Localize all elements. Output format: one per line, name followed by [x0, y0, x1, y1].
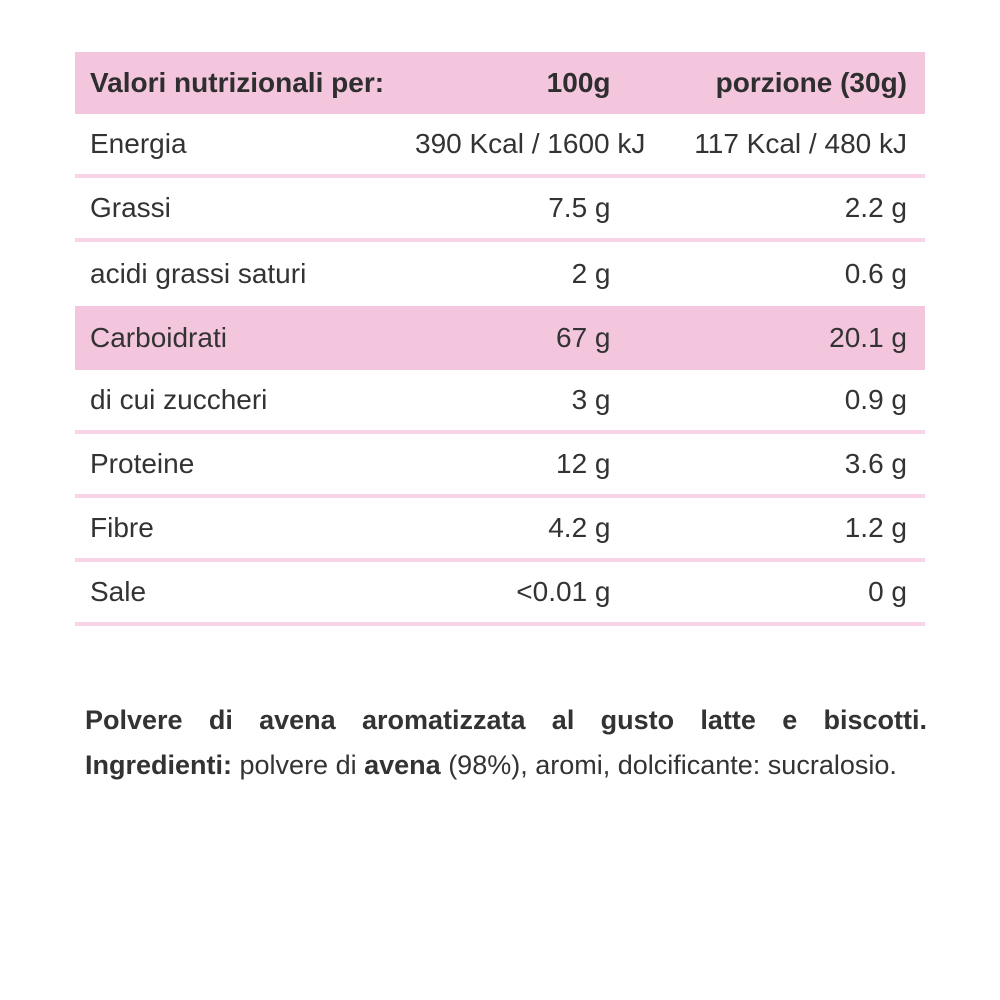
- row-label: Energia: [90, 128, 187, 159]
- table-row-carboidrati: Carboidrati 67 g 20.1 g: [75, 306, 925, 370]
- row-value-portion: 0.9 g: [844, 384, 907, 415]
- row-value-portion: 0 g: [868, 576, 907, 607]
- table-row-sale: Sale <0.01 g 0 g: [75, 562, 925, 626]
- row-value-portion: 1.2 g: [844, 512, 907, 543]
- table-row-fibre: Fibre 4.2 g 1.2 g: [75, 498, 925, 562]
- row-value-100g: 2 g: [571, 258, 611, 289]
- row-label: di cui zuccheri: [90, 384, 268, 415]
- row-label: Sale: [90, 576, 147, 607]
- row-value-portion: 20.1 g: [829, 322, 907, 353]
- row-label: Grassi: [90, 192, 171, 223]
- row-value-100g: 390 Kcal / 1600 kJ: [415, 128, 646, 159]
- row-value-portion: 2.2 g: [844, 192, 907, 223]
- table-row-proteine: Proteine 12 g 3.6 g: [75, 434, 925, 498]
- header-col-portion: porzione (30g): [715, 67, 907, 98]
- row-label: Proteine: [90, 448, 195, 479]
- header-title: Valori nutrizionali per:: [90, 67, 385, 98]
- row-value-100g: 7.5 g: [548, 192, 611, 223]
- nutrition-table: Valori nutrizionali per: 100g porzione (…: [75, 52, 925, 626]
- row-label: Fibre: [90, 512, 154, 543]
- table-row-di-cui-zuccheri: di cui zuccheri 3 g 0.9 g: [75, 370, 925, 434]
- ingredients-label: Ingredienti:: [85, 750, 232, 780]
- row-label: acidi grassi saturi: [90, 258, 307, 289]
- header-col-100g: 100g: [546, 67, 611, 98]
- ingredients-part2: (98%), aromi, dolcificante: sucralosio.: [448, 750, 897, 780]
- row-value-portion: 3.6 g: [844, 448, 907, 479]
- row-value-portion: 0.6 g: [844, 258, 907, 289]
- product-sentence: Polvere di avena aromatizzata al gusto l…: [85, 705, 927, 735]
- row-value-portion: 117 Kcal / 480 kJ: [694, 128, 907, 159]
- allergen-avena: avena: [364, 750, 441, 780]
- ingredients-part1: polvere di: [239, 750, 357, 780]
- table-row-grassi: Grassi 7.5 g 2.2 g: [75, 178, 925, 242]
- row-value-100g: <0.01 g: [516, 576, 611, 607]
- row-label: Carboidrati: [90, 322, 227, 353]
- row-value-100g: 67 g: [556, 322, 611, 353]
- table-row-acidi-grassi-saturi: acidi grassi saturi 2 g 0.6 g: [75, 242, 925, 306]
- row-value-100g: 12 g: [556, 448, 611, 479]
- table-row-energia: Energia 390 Kcal / 1600 kJ 117 Kcal / 48…: [75, 114, 925, 178]
- row-value-100g: 4.2 g: [548, 512, 611, 543]
- table-header-row: Valori nutrizionali per: 100g porzione (…: [75, 52, 925, 114]
- row-value-100g: 3 g: [571, 384, 611, 415]
- product-description: Polvere di avena aromatizzata al gusto l…: [85, 698, 927, 788]
